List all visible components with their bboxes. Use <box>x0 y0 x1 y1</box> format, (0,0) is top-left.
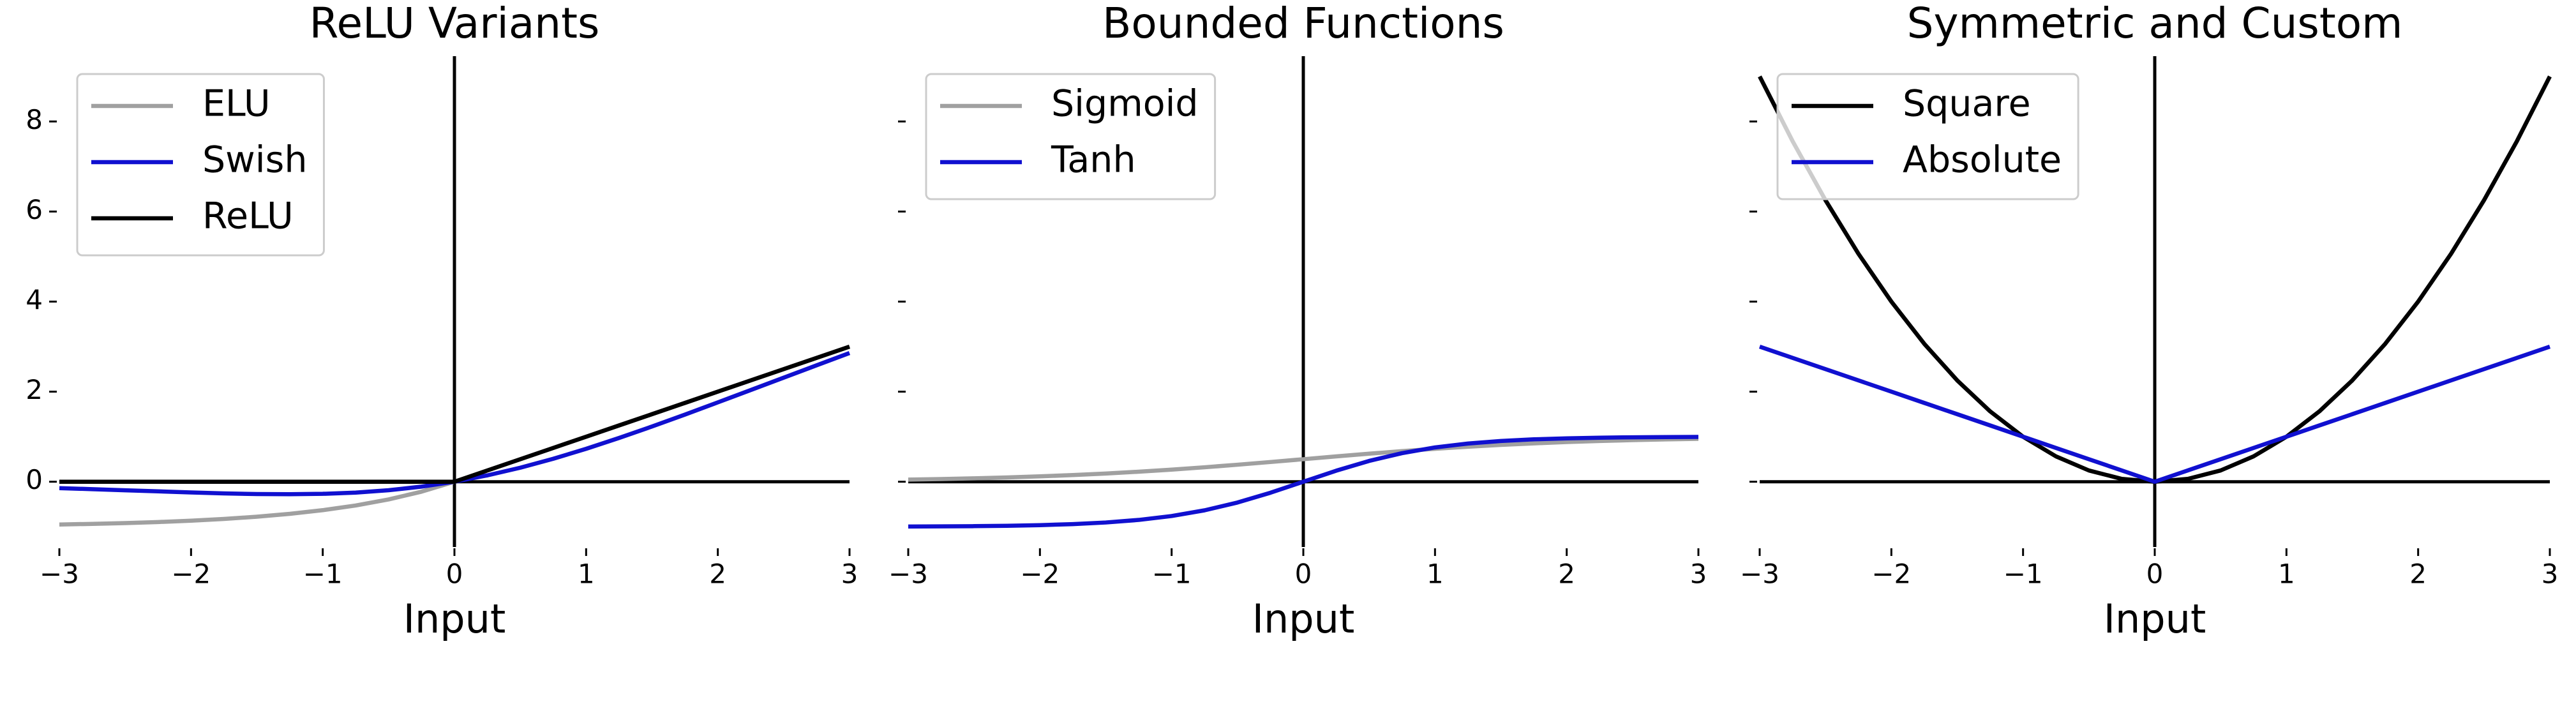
y-tick-label: 8 <box>26 104 43 135</box>
x-tick-label: −3 <box>40 559 79 590</box>
legend-label: ELU <box>202 83 271 125</box>
series-line <box>908 435 1699 529</box>
y-tick-label: 6 <box>26 194 43 225</box>
legend-label: Square <box>1903 83 2031 125</box>
x-tick-label: 0 <box>446 559 463 590</box>
x-tick-label: 1 <box>578 559 595 590</box>
x-axis-label: Input <box>1252 596 1355 642</box>
x-tick-label: 3 <box>841 559 858 590</box>
x-tick-label: 2 <box>709 559 726 590</box>
x-tick-label: 2 <box>1558 559 1575 590</box>
series-line <box>908 437 1699 482</box>
x-tick-label: −2 <box>171 559 211 590</box>
legend-box <box>76 73 325 257</box>
x-axis-label: Input <box>403 596 506 642</box>
x-tick-label: −3 <box>888 559 928 590</box>
x-tick-label: 2 <box>2409 559 2427 590</box>
y-tick-label: 4 <box>26 284 43 315</box>
x-tick-label: −1 <box>303 559 343 590</box>
x-tick-label: 0 <box>1295 559 1312 590</box>
x-tick-label: −3 <box>1740 559 1779 590</box>
x-tick-label: 3 <box>2542 559 2559 590</box>
x-tick-label: −1 <box>1152 559 1192 590</box>
legend-label: ReLU <box>202 195 294 237</box>
y-tick-label: 0 <box>26 464 43 495</box>
x-tick-label: −2 <box>1020 559 1060 590</box>
x-tick-label: 1 <box>2278 559 2295 590</box>
legend-label: Tanh <box>1051 139 1136 181</box>
legend-label: Absolute <box>1903 139 2062 181</box>
chart-title: ReLU Variants <box>310 0 600 48</box>
y-tick-label: 2 <box>26 374 43 405</box>
x-axis-label: Input <box>2104 596 2206 642</box>
chart-title: Bounded Functions <box>1102 0 1504 48</box>
chart-title: Symmetric and Custom <box>1907 0 2403 48</box>
legend-label: Sigmoid <box>1051 83 1199 125</box>
x-tick-label: −2 <box>1871 559 1911 590</box>
x-tick-label: 0 <box>2146 559 2164 590</box>
series-line <box>59 344 851 484</box>
legend-label: Swish <box>202 139 307 181</box>
series-line <box>1758 344 2551 484</box>
x-tick-label: 1 <box>1427 559 1444 590</box>
x-tick-label: 3 <box>1690 559 1707 590</box>
x-tick-label: −1 <box>2003 559 2043 590</box>
